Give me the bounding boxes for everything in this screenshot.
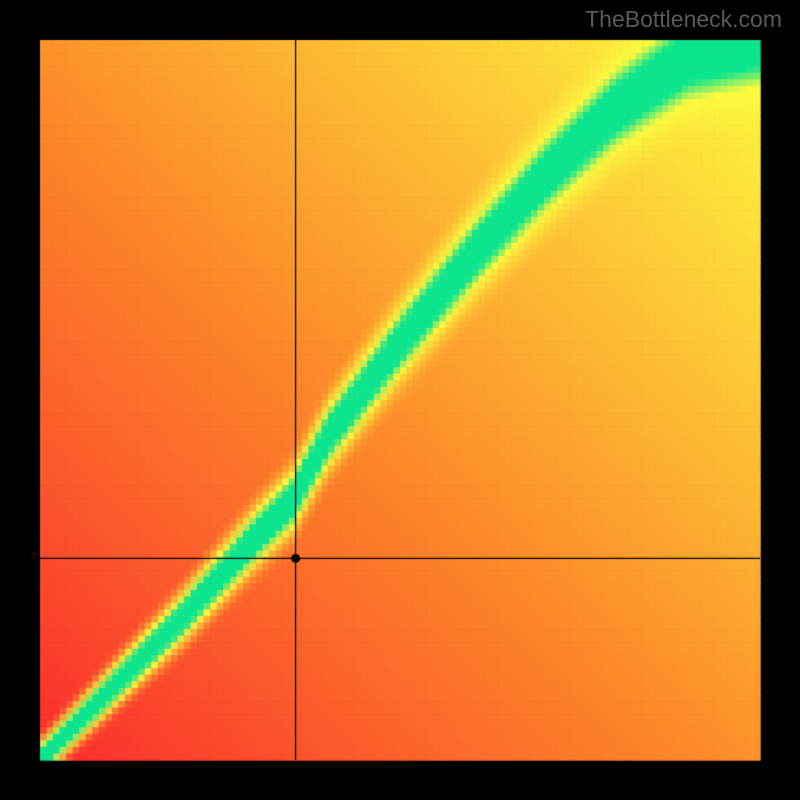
chart-container: TheBottleneck.com bbox=[0, 0, 800, 800]
watermark-text: TheBottleneck.com bbox=[585, 6, 782, 33]
bottleneck-heatmap bbox=[0, 0, 800, 800]
